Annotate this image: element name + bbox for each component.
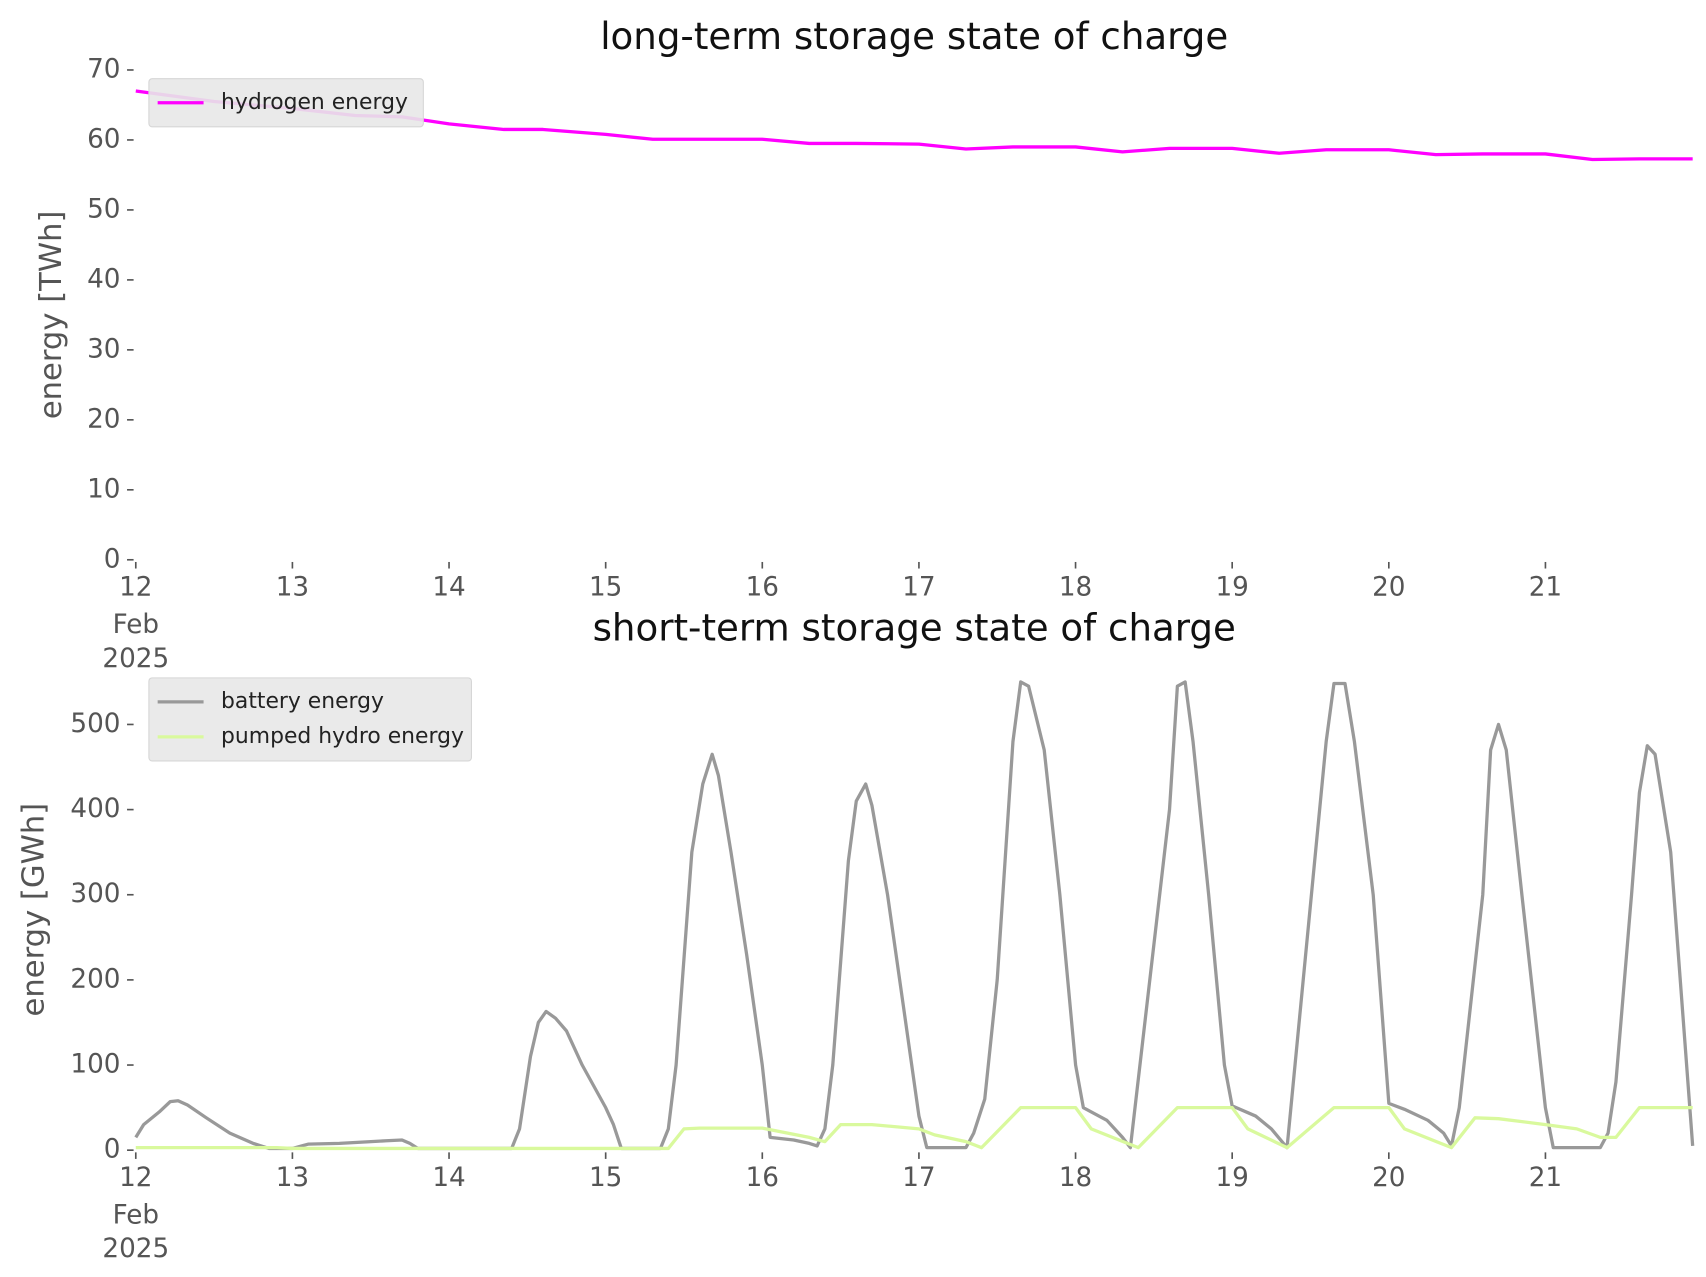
x-tick-label: 13 bbox=[276, 573, 309, 603]
x-tick-label: 12 bbox=[119, 1163, 152, 1193]
x-tick-sublabel: Feb bbox=[113, 1200, 159, 1230]
x-tick-label: 15 bbox=[589, 1163, 622, 1193]
x-tick-label: 19 bbox=[1215, 573, 1248, 603]
y-axis-label: energy [GWh] bbox=[17, 803, 52, 1017]
legend-box bbox=[148, 677, 472, 762]
y-tick-label: 50 bbox=[87, 194, 120, 224]
y-tick-label: 100 bbox=[70, 1050, 120, 1080]
y-tick-label: 300 bbox=[70, 879, 120, 909]
legend-label: hydrogen energy bbox=[221, 90, 408, 115]
chart-title: long-term storage state of charge bbox=[600, 14, 1228, 58]
x-tick-label: 20 bbox=[1372, 1163, 1405, 1193]
x-tick-label: 21 bbox=[1529, 573, 1562, 603]
x-tick-label: 18 bbox=[1059, 573, 1092, 603]
x-tick-label: 13 bbox=[276, 1163, 309, 1193]
x-tick-label: 17 bbox=[902, 573, 935, 603]
x-tick-label: 12 bbox=[119, 573, 152, 603]
y-tick-label: 40 bbox=[87, 264, 120, 294]
y-tick-label: 400 bbox=[70, 794, 120, 824]
x-tick-sublabel: 2025 bbox=[102, 1234, 169, 1264]
x-tick-label: 16 bbox=[746, 1163, 779, 1193]
data-line bbox=[135, 89, 1693, 162]
x-tick-label: 20 bbox=[1372, 573, 1405, 603]
x-tick-label: 21 bbox=[1529, 1163, 1562, 1193]
y-tick-label: 20 bbox=[87, 404, 120, 434]
subplot: long-term storage state of charge energy … bbox=[34, 14, 1693, 674]
y-tick-label: 30 bbox=[87, 334, 120, 364]
data-line bbox=[135, 1106, 1693, 1151]
legend-box bbox=[148, 78, 424, 128]
y-tick-label: 500 bbox=[70, 709, 120, 739]
x-tick-sublabel: 2025 bbox=[102, 644, 169, 674]
y-tick-label: 10 bbox=[87, 474, 120, 504]
chart-title: short-term storage state of charge bbox=[593, 605, 1236, 649]
y-tick-label: 60 bbox=[87, 124, 120, 154]
x-tick-label: 16 bbox=[746, 573, 779, 603]
x-tick-sublabel: Feb bbox=[113, 610, 159, 640]
legend-label: pumped hydro energy bbox=[221, 724, 464, 749]
subplot: short-term storage state of charge energy… bbox=[17, 605, 1695, 1264]
y-tick-label: 0 bbox=[104, 1135, 121, 1165]
y-tick-label: 0 bbox=[104, 544, 121, 574]
x-tick-label: 17 bbox=[902, 1163, 935, 1193]
legend-label: battery energy bbox=[221, 689, 384, 714]
x-tick-label: 14 bbox=[432, 1163, 465, 1193]
x-tick-label: 14 bbox=[432, 573, 465, 603]
x-tick-label: 15 bbox=[589, 573, 622, 603]
y-tick-label: 70 bbox=[87, 54, 120, 84]
x-tick-label: 18 bbox=[1059, 1163, 1092, 1193]
y-tick-label: 200 bbox=[70, 964, 120, 994]
x-tick-label: 19 bbox=[1215, 1163, 1248, 1193]
y-axis-label: energy [TWh] bbox=[34, 211, 69, 420]
